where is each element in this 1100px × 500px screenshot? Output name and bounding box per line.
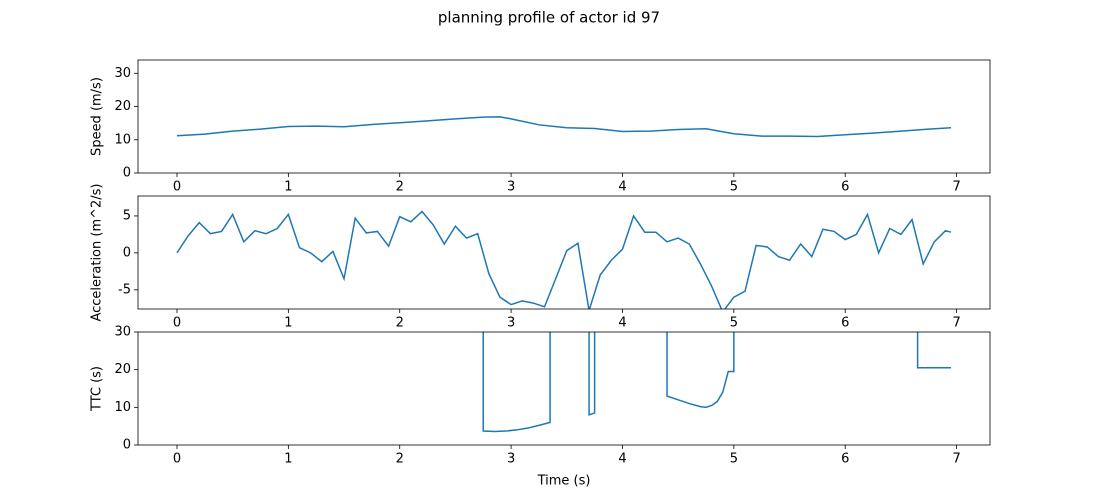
y-tick-label: 0 <box>123 166 131 181</box>
y-tick-label: -5 <box>118 282 131 297</box>
x-tick-label: 6 <box>841 316 849 331</box>
data-line <box>176 116 952 138</box>
y-tick-label: 20 <box>114 362 131 377</box>
x-tick-label: 5 <box>730 316 738 331</box>
x-tick-label: 7 <box>952 180 960 195</box>
x-tick-label: 2 <box>396 316 404 331</box>
x-tick-label: 6 <box>841 452 849 467</box>
x-tick-label: 3 <box>507 452 515 467</box>
axes-frame <box>137 59 991 174</box>
x-tick-label: 7 <box>952 316 960 331</box>
x-tick-label: 2 <box>396 452 404 467</box>
x-tick-label: 4 <box>618 452 626 467</box>
data-line <box>482 332 952 433</box>
x-tick-label: 7 <box>952 452 960 467</box>
x-tick-label: 4 <box>618 180 626 195</box>
x-tick-label: 0 <box>173 452 181 467</box>
x-tick-label: 1 <box>284 452 292 467</box>
data-line <box>176 210 952 309</box>
x-tick-label: 5 <box>730 452 738 467</box>
axes-frame <box>137 331 991 446</box>
y-tick-label: 10 <box>114 400 131 415</box>
y-tick-label: 10 <box>114 132 131 147</box>
x-tick-label: 3 <box>507 316 515 331</box>
x-axis-label: Time (s) <box>537 474 591 489</box>
y-tick-label: 30 <box>114 66 131 81</box>
y-tick-label: 0 <box>123 438 131 453</box>
x-tick-label: 4 <box>618 316 626 331</box>
y-tick-label: 5 <box>123 208 131 223</box>
y-tick-label: 20 <box>114 99 131 114</box>
x-tick-label: 1 <box>284 316 292 331</box>
y-axis-label: Speed (m/s) <box>90 77 105 156</box>
figure-title: planning profile of actor id 97 <box>438 9 660 27</box>
y-axis-label: TTC (s) <box>90 366 105 412</box>
x-tick-label: 6 <box>841 180 849 195</box>
y-tick-label: 0 <box>123 245 131 260</box>
x-tick-label: 0 <box>173 316 181 331</box>
y-axis-label: Acceleration (m^2/s) <box>90 183 105 321</box>
x-tick-label: 5 <box>730 180 738 195</box>
x-tick-label: 1 <box>284 180 292 195</box>
x-tick-label: 3 <box>507 180 515 195</box>
y-tick-label: 30 <box>114 325 131 340</box>
x-tick-label: 2 <box>396 180 404 195</box>
x-tick-label: 0 <box>173 180 181 195</box>
